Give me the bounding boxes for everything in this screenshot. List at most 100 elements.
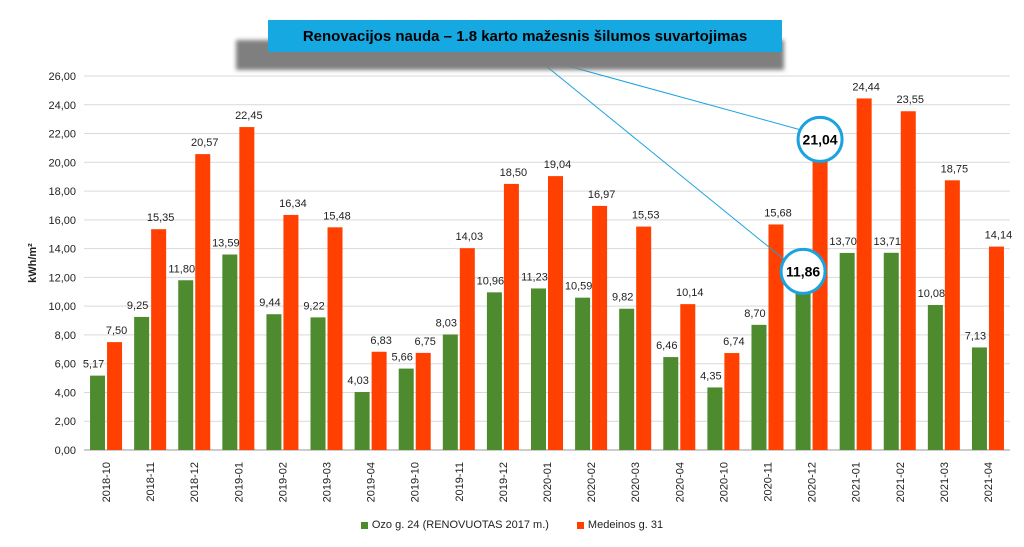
y-tick-label: 20,00 [48,157,76,169]
y-tick-label: 24,00 [48,100,76,112]
data-label: 16,34 [279,198,307,210]
data-label: 8,70 [744,308,765,320]
highlight-label: 21,04 [803,131,838,147]
data-label: 15,53 [632,210,660,222]
data-label: 15,35 [147,212,175,224]
data-label: 4,03 [347,375,368,387]
bar-ozo [883,252,899,450]
data-label: 6,75 [415,336,436,348]
y-tick-label: 16,00 [48,215,76,227]
data-label: 11,23 [521,271,548,283]
data-label: 9,82 [612,292,633,304]
bar-ozo [971,347,987,450]
data-label: 5,66 [392,352,413,364]
data-label: 9,25 [127,300,148,312]
legend-item-ozo: Ozo g. 24 (RENOVUOTAS 2017 m.) [360,519,549,531]
data-label: 18,50 [500,167,528,179]
x-tick-label: 2020-04 [674,462,686,502]
bar-medeinos [151,229,167,450]
data-label: 22,45 [235,110,263,122]
data-label: 14,03 [456,231,484,243]
bar-ozo [751,324,767,450]
bar-ozo [178,280,194,450]
y-tick-label: 26,00 [48,71,76,83]
bar-medeinos [327,227,343,450]
bar-medeinos [680,304,696,450]
bar-medeinos [592,205,608,450]
bar-ozo [619,308,635,450]
bar-ozo [663,357,679,450]
y-tick-label: 10,00 [48,301,76,313]
y-tick-label: 14,00 [48,244,76,256]
bar-ozo [90,375,106,450]
data-label: 15,68 [764,207,792,219]
y-tick-label: 22,00 [48,129,76,141]
legend-label-ozo: Ozo g. 24 (RENOVUOTAS 2017 m.) [371,519,549,531]
bar-medeinos [988,246,1004,450]
x-tick-label: 2018-10 [101,462,113,502]
y-tick-label: 4,00 [55,387,76,399]
data-label: 5,17 [83,359,104,371]
y-tick-label: 8,00 [55,330,76,342]
x-tick-label: 2018-12 [189,462,201,502]
data-label: 18,75 [941,163,969,175]
y-tick-label: 0,00 [55,445,76,457]
data-label: 24,44 [852,81,880,93]
highlight-label: 11,86 [786,263,820,279]
bar-ozo [134,316,150,450]
data-label: 15,48 [323,210,351,222]
x-tick-label: 2019-01 [233,462,245,502]
x-tick-label: 2019-04 [366,462,378,502]
bar-ozo [310,317,326,450]
bar-medeinos [548,176,563,450]
bar-medeinos [503,183,519,450]
bar-medeinos [724,353,740,450]
bar-ozo [575,297,591,450]
x-tick-label: 2021-01 [851,462,863,502]
bar-ozo [354,392,370,450]
y-tick-label: 18,00 [48,186,76,198]
y-tick-label: 12,00 [48,272,76,284]
x-tick-label: 2020-11 [762,462,774,502]
data-label: 13,71 [873,236,901,248]
legend-label-medeinos: Medeinos g. 31 [587,519,664,531]
bar-ozo [707,387,723,450]
x-tick-label: 2019-02 [277,462,289,502]
x-tick-label: 2020-12 [807,462,819,502]
data-label: 10,59 [565,281,593,293]
chart-title-banner: Renovacijos nauda – 1.8 karto mažesnis š… [268,20,782,52]
data-label: 13,59 [212,238,240,250]
bar-medeinos [856,98,872,450]
data-label: 10,96 [477,275,505,287]
data-label: 6,74 [723,336,744,348]
bar-medeinos [636,226,652,450]
bar-medeinos [944,180,960,451]
bar-medeinos [768,224,784,450]
callout-line [534,56,790,264]
x-tick-label: 2019-10 [410,462,422,502]
bar-ozo [266,314,282,450]
bar-medeinos [239,127,255,451]
bar-medeinos [900,111,916,450]
data-label: 11,80 [168,263,195,275]
bar-medeinos [195,154,211,450]
bar-medeinos [107,342,123,450]
bar-ozo [839,252,855,450]
data-label: 20,57 [191,137,219,149]
legend-swatch-medeinos [576,521,584,529]
highlight-circle [779,247,827,295]
x-tick-label: 2020-10 [718,462,730,502]
legend: Ozo g. 24 (RENOVUOTAS 2017 m.) Medeinos … [0,519,1024,531]
highlight-circle [796,115,844,163]
bar-medeinos [415,352,431,450]
x-tick-label: 2019-12 [498,462,510,502]
data-label: 8,03 [436,317,457,329]
data-label: 7,13 [965,330,986,342]
bar-medeinos [283,214,299,450]
data-label: 19,04 [544,159,572,171]
data-label: 9,44 [259,297,280,309]
data-label: 10,08 [918,288,946,300]
data-label: 7,50 [106,325,127,337]
x-tick-label: 2021-02 [895,462,907,502]
